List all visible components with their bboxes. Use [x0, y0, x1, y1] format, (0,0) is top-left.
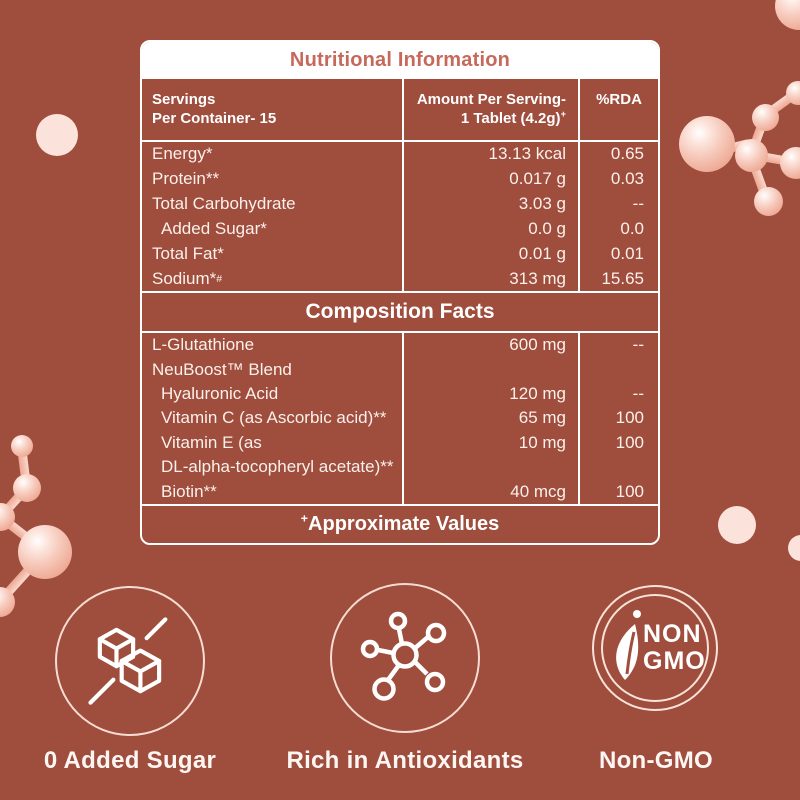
molecule-atom [775, 0, 800, 30]
row-rda: 0.01 [610, 243, 644, 263]
antioxidants-label: Rich in Antioxidants [286, 747, 524, 774]
header-servings: Servings Per Container- 15 [142, 79, 404, 140]
row-label: Vitamin C (as Ascorbic acid)** [142, 406, 404, 431]
no-added-sugar-label: 0 Added Sugar [43, 747, 217, 774]
row-amount [404, 357, 580, 382]
row-amount: 65 mg [404, 406, 580, 431]
molecule-atom [752, 104, 779, 131]
row-label: Hyaluronic Acid [142, 381, 404, 407]
row-rda: -- [632, 335, 644, 355]
composition-facts-heading: Composition Facts [142, 293, 658, 333]
pink-dot-decoration [788, 535, 800, 561]
row-amount: 40 mcg [404, 479, 580, 504]
row-label: Protein** [142, 166, 404, 192]
header-servings-line2: Per Container- 15 [152, 110, 277, 127]
non-gmo-leaf-icon [616, 610, 641, 680]
molecule-atom [786, 81, 800, 105]
row-rda: -- [632, 194, 644, 214]
row-rda: 0.65 [610, 144, 644, 164]
composition-row: Biotin** 40 mcg 100 [142, 479, 658, 504]
row-amount: 313 mg [404, 266, 580, 291]
nutrition-table: Nutritional Information Servings Per Con… [140, 40, 660, 545]
row-amount: 3.03 g [404, 191, 580, 217]
molecule-atom [780, 147, 800, 179]
row-label: DL-alpha-tocopheryl acetate)** [142, 455, 404, 480]
row-amount: 10 mg [404, 430, 580, 456]
molecule-atom [11, 435, 33, 457]
nutrition-row: Sodium* #313 mg 15.65 [142, 266, 658, 291]
composition-rows: L-Glutathione 600 mg -- NeuBoost™ Blend Hyal… [142, 333, 658, 506]
row-label: Vitamin E (as [142, 430, 404, 456]
table-title: Nutritional Information [142, 42, 658, 79]
row-label: Energy* [142, 142, 404, 167]
header-servings-line1: Servings [152, 91, 216, 108]
row-rda [580, 455, 658, 479]
header-rda: %RDA [596, 91, 642, 108]
composition-row: Vitamin E (as 10 mg 100 [142, 430, 658, 456]
header-amount-line2: 1 Tablet (4.2g)+ [460, 109, 566, 127]
row-label: Sodium* # [142, 266, 404, 291]
sugar-cubes-crossed-icon [88, 617, 168, 705]
row-amount [404, 455, 580, 480]
molecule-atom [679, 116, 735, 172]
non-gmo-label: Non-GMO [598, 747, 714, 774]
row-amount: 0.01 g [404, 241, 580, 267]
pink-dot-decoration [718, 506, 756, 544]
header-amount-line1: Amount Per Serving- [416, 91, 566, 108]
molecule-atom [0, 503, 15, 531]
molecule-atom [735, 139, 768, 172]
composition-row: DL-alpha-tocopheryl acetate)** [142, 455, 658, 480]
row-rda: 100 [615, 432, 644, 452]
row-label: Added Sugar* [142, 216, 404, 242]
row-rda: 0.03 [610, 169, 644, 189]
composition-row: Hyaluronic Acid 120 mg -- [142, 381, 658, 407]
composition-row: NeuBoost™ Blend [142, 357, 658, 382]
row-label: Total Carbohydrate [142, 191, 404, 217]
row-rda: 15.65 [601, 268, 644, 288]
row-label: Biotin** [142, 479, 404, 504]
antioxidants-badge [330, 583, 480, 733]
nutrition-row: Protein** 0.017 g 0.03 [142, 166, 658, 192]
approximate-values-footer: +Approximate Values [300, 511, 500, 535]
row-amount: 0.0 g [404, 216, 580, 242]
nutrition-row: Total Carbohydrate 3.03 g -- [142, 191, 658, 217]
molecule-atom [754, 187, 783, 216]
composition-row: L-Glutathione 600 mg -- [142, 333, 658, 358]
row-label: NeuBoost™ Blend [142, 357, 404, 382]
row-rda [580, 357, 658, 381]
row-rda: 100 [615, 408, 644, 428]
row-rda: 0.0 [620, 218, 644, 238]
row-amount: 0.017 g [404, 166, 580, 192]
row-amount: 120 mg [404, 381, 580, 407]
row-amount: 600 mg [404, 333, 580, 358]
row-label: Total Fat* [142, 241, 404, 267]
header-amount: Amount Per Serving- 1 Tablet (4.2g)+ [404, 79, 580, 140]
antioxidants-molecule-icon [360, 611, 447, 701]
molecule-atom [18, 525, 72, 579]
no-added-sugar-badge [55, 586, 205, 736]
composition-row: Vitamin C (as Ascorbic acid)** 65 mg 100 [142, 406, 658, 431]
non-gmo-badge-text: NON GMO [643, 620, 706, 675]
row-amount: 13.13 kcal [404, 142, 580, 167]
pink-dot-decoration [36, 114, 78, 156]
row-label: L-Glutathione [142, 333, 404, 358]
nutrition-row: Energy* 13.13 kcal 0.65 [142, 142, 658, 167]
molecule-atom [0, 587, 15, 617]
row-rda: 100 [615, 481, 644, 501]
table-header-row: Servings Per Container- 15 Amount Per Se… [142, 79, 658, 142]
row-rda: -- [632, 384, 644, 404]
non-gmo-badge-inner-ring: NON GMO [601, 594, 709, 702]
non-gmo-badge: NON GMO [592, 585, 718, 711]
nutrition-row: Total Fat* 0.01 g 0.01 [142, 241, 658, 267]
nutrition-rows: Energy* 13.13 kcal 0.65 Protein** 0.017 g 0.0… [142, 142, 658, 293]
nutrition-row: Added Sugar* 0.0 g 0.0 [142, 216, 658, 242]
molecule-atom [13, 474, 41, 502]
